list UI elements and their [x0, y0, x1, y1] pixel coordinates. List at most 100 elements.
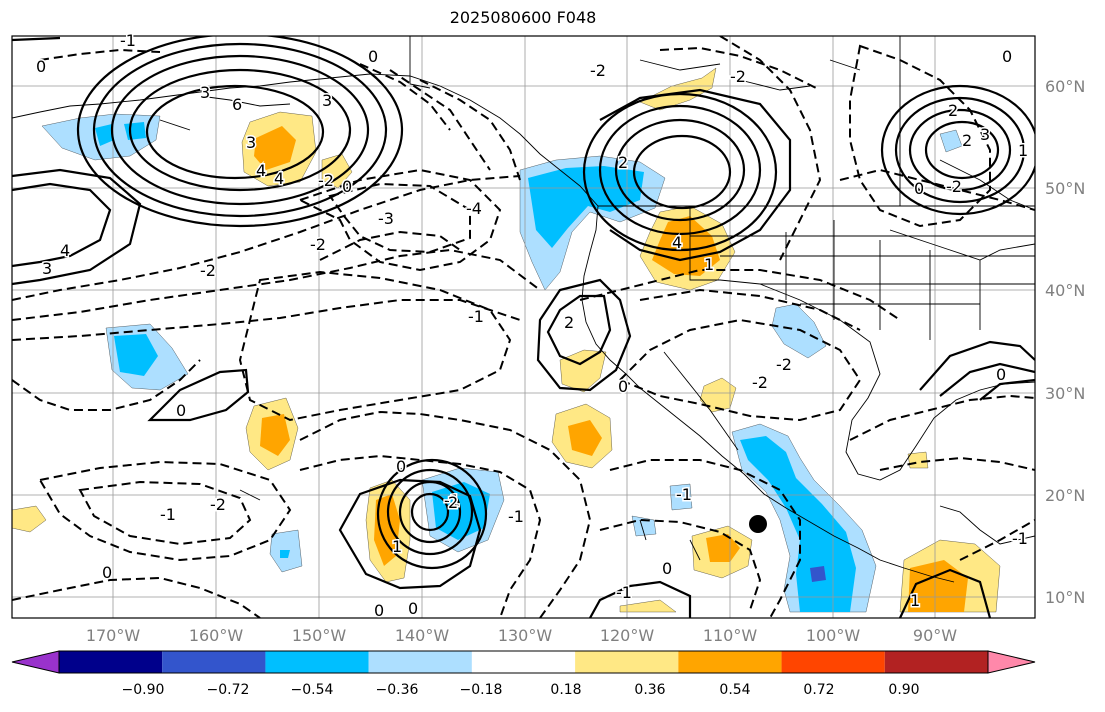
contour-label: -3 — [378, 209, 394, 228]
contour-label: 4 — [256, 161, 266, 180]
contour-label: 0 — [996, 365, 1006, 384]
colorbar-segment — [265, 651, 369, 673]
map-frame — [11, 35, 1036, 619]
lon-label-130w: 130°W — [497, 626, 553, 645]
lat-label-10n: 10°N — [1045, 588, 1086, 607]
contour-labels: -1 0 3 6 4 3 -2 0 -2 -3 -4 -2 -1 -2 0 2 … — [35, 30, 1030, 622]
shade-region — [810, 566, 826, 582]
contour-label: -2 — [210, 495, 226, 514]
lon-label-110w: 110°W — [702, 626, 758, 645]
contour-label: 3 — [246, 133, 256, 152]
lat-label-50n: 50°N — [1045, 179, 1086, 198]
contour-label: -2 — [310, 235, 326, 254]
shade-region — [12, 505, 47, 533]
contour-label: 0 — [1002, 47, 1012, 66]
contour-label: 0 — [618, 377, 628, 396]
contour-label: -2 — [318, 171, 334, 190]
lat-label-20n: 20°N — [1045, 486, 1086, 505]
contour-label: 1 — [704, 255, 714, 274]
contour-label: -1 — [508, 507, 524, 526]
shade-region — [639, 67, 717, 111]
shade-region — [280, 550, 290, 558]
shade-region — [260, 414, 290, 456]
colorbar-tick-label: 0.36 — [634, 682, 666, 698]
colorbar-segment — [162, 651, 266, 673]
contour-label: 0 — [102, 563, 112, 582]
contour-label: 3 — [200, 83, 210, 102]
colorbar-tick-label: −0.18 — [459, 682, 503, 698]
contour-label: 0 — [396, 457, 406, 476]
contours-positive — [12, 36, 1035, 618]
colorbar-tick-label: 0.54 — [719, 682, 751, 698]
graticule — [12, 36, 1035, 618]
shade-region — [771, 303, 827, 359]
shade-region — [114, 334, 158, 376]
contour-label: 1 — [1018, 141, 1028, 160]
colorbar-tick-label: 0.18 — [550, 682, 582, 698]
contour-label: 4 — [672, 233, 682, 252]
colorbar-tick-label: 0.90 — [888, 682, 920, 698]
contour-label: 6 — [232, 95, 242, 114]
contour-label: 0 — [368, 47, 378, 66]
shade-region — [619, 599, 677, 613]
colorbar-tick-label: −0.72 — [206, 682, 250, 698]
shade-region — [740, 436, 856, 612]
shade-region — [939, 129, 963, 153]
contour-label: 2 — [618, 153, 628, 172]
shade-region — [254, 126, 296, 170]
contour-label: 4 — [274, 169, 284, 188]
colorbar-segment — [59, 651, 163, 673]
lon-label-90w: 90°W — [912, 626, 958, 645]
shade-region — [95, 124, 114, 146]
lat-label-40n: 40°N — [1045, 281, 1086, 300]
lat-label-30n: 30°N — [1045, 384, 1086, 403]
map-title: 2025080600 F048 — [449, 8, 597, 27]
contour-label: -2 — [776, 355, 792, 374]
contour-label: 2 — [962, 131, 972, 150]
shade-region — [528, 166, 644, 248]
colorbar-segment — [471, 651, 576, 673]
shade-region — [908, 560, 968, 612]
shade-region — [669, 483, 693, 511]
contour-label: -2 — [200, 261, 216, 280]
contour-label: 0 — [36, 57, 46, 76]
contour-label: -1 — [616, 583, 632, 602]
contour-label: -2 — [752, 373, 768, 392]
lon-label-170w: 170°W — [85, 626, 141, 645]
shade-region — [706, 534, 740, 562]
lon-label-120w: 120°W — [599, 626, 655, 645]
contour-label: 3 — [42, 259, 52, 278]
shade-region — [699, 377, 737, 413]
contour-label: -2 — [946, 177, 962, 196]
colorbar-segment — [781, 651, 885, 673]
lat-label-60n: 60°N — [1045, 77, 1086, 96]
contour-label: -1 — [676, 485, 692, 504]
lon-label-160w: 160°W — [188, 626, 244, 645]
colorbar-tick-label: −0.90 — [121, 682, 165, 698]
contour-label: 0 — [914, 179, 924, 198]
contour-label: 4 — [60, 241, 70, 260]
contour-label: 2 — [564, 313, 574, 332]
contour-label: 0 — [342, 177, 352, 196]
colorbar-segment — [575, 651, 679, 673]
colorbar-tick-label: 0.72 — [803, 682, 835, 698]
colorbar-frame — [58, 650, 989, 674]
contour-label: -2 — [590, 61, 606, 80]
contour-label: 3 — [980, 125, 990, 144]
contour-label: -1 — [120, 31, 136, 50]
colorbar-tick-label: −0.36 — [375, 682, 419, 698]
contour-label: -2 — [730, 67, 746, 86]
colorbar-segment — [678, 651, 782, 673]
contour-label: -1 — [468, 307, 484, 326]
colorbar-extend-high — [987, 650, 1036, 674]
coastlines — [12, 36, 1035, 583]
contours-negative — [12, 36, 1035, 618]
shade-region — [374, 494, 400, 566]
contour-label: 1 — [910, 591, 920, 610]
colorbar — [11, 650, 1036, 674]
contour-label: -1 — [444, 491, 460, 510]
contour-label: 0 — [662, 559, 672, 578]
contour-label: -4 — [466, 199, 482, 218]
colorbar-tick-label: −0.54 — [290, 682, 334, 698]
